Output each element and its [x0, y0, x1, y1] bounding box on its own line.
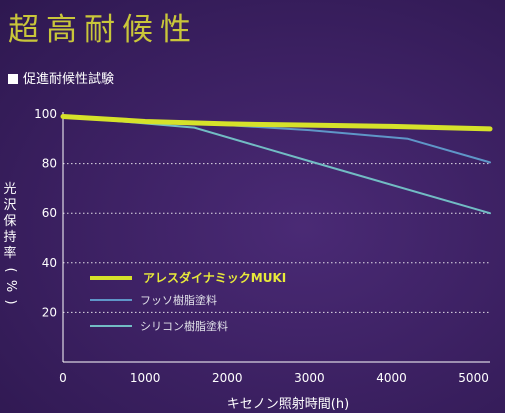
x-tick-label: 2000 — [212, 371, 243, 385]
x-tick-labels: 0 1000 2000 3000 4000 5000 — [59, 371, 489, 385]
x-tick-label: 0 — [59, 371, 67, 385]
gridlines — [63, 163, 490, 313]
y-axis-label: 光沢保持率(%) — [2, 182, 18, 310]
series-line — [62, 115, 491, 215]
y-axis-label-char: 保 — [3, 214, 17, 229]
x-tick-label: 1000 — [130, 371, 161, 385]
legend-label: フッソ樹脂塗料 — [140, 293, 217, 307]
y-tick-labels: 20 40 60 80 100 — [34, 107, 57, 319]
y-tick-label: 80 — [42, 157, 57, 171]
x-tick-label: 4000 — [376, 371, 407, 385]
y-axis-label-char: 率 — [3, 246, 17, 261]
series-line — [60, 113, 493, 132]
chart-subtitle: 促進耐候性試験 — [8, 68, 114, 87]
legend-label: アレスダイナミックMUKI — [143, 270, 286, 285]
x-axis-label: キセノン照射時間(h) — [227, 396, 349, 412]
page-title: 超高耐候性 — [8, 12, 198, 48]
y-axis-label-char: 光 — [3, 182, 17, 197]
legend-label: シリコン樹脂塗料 — [140, 319, 228, 333]
y-tick-label: 20 — [42, 305, 57, 319]
y-tick-label: 60 — [42, 206, 57, 220]
y-axis-label-char: 持 — [3, 230, 17, 245]
square-bullet-icon — [8, 74, 18, 84]
series-lines — [60, 113, 493, 215]
x-tick-label: 5000 — [458, 371, 489, 385]
y-tick-label: 40 — [42, 256, 57, 270]
y-tick-label: 100 — [34, 107, 57, 121]
y-axis-label-char: 沢 — [3, 198, 17, 213]
axes — [62, 112, 490, 363]
x-tick-label: 3000 — [294, 371, 325, 385]
chart-subtitle-text: 促進耐候性試験 — [23, 72, 115, 87]
